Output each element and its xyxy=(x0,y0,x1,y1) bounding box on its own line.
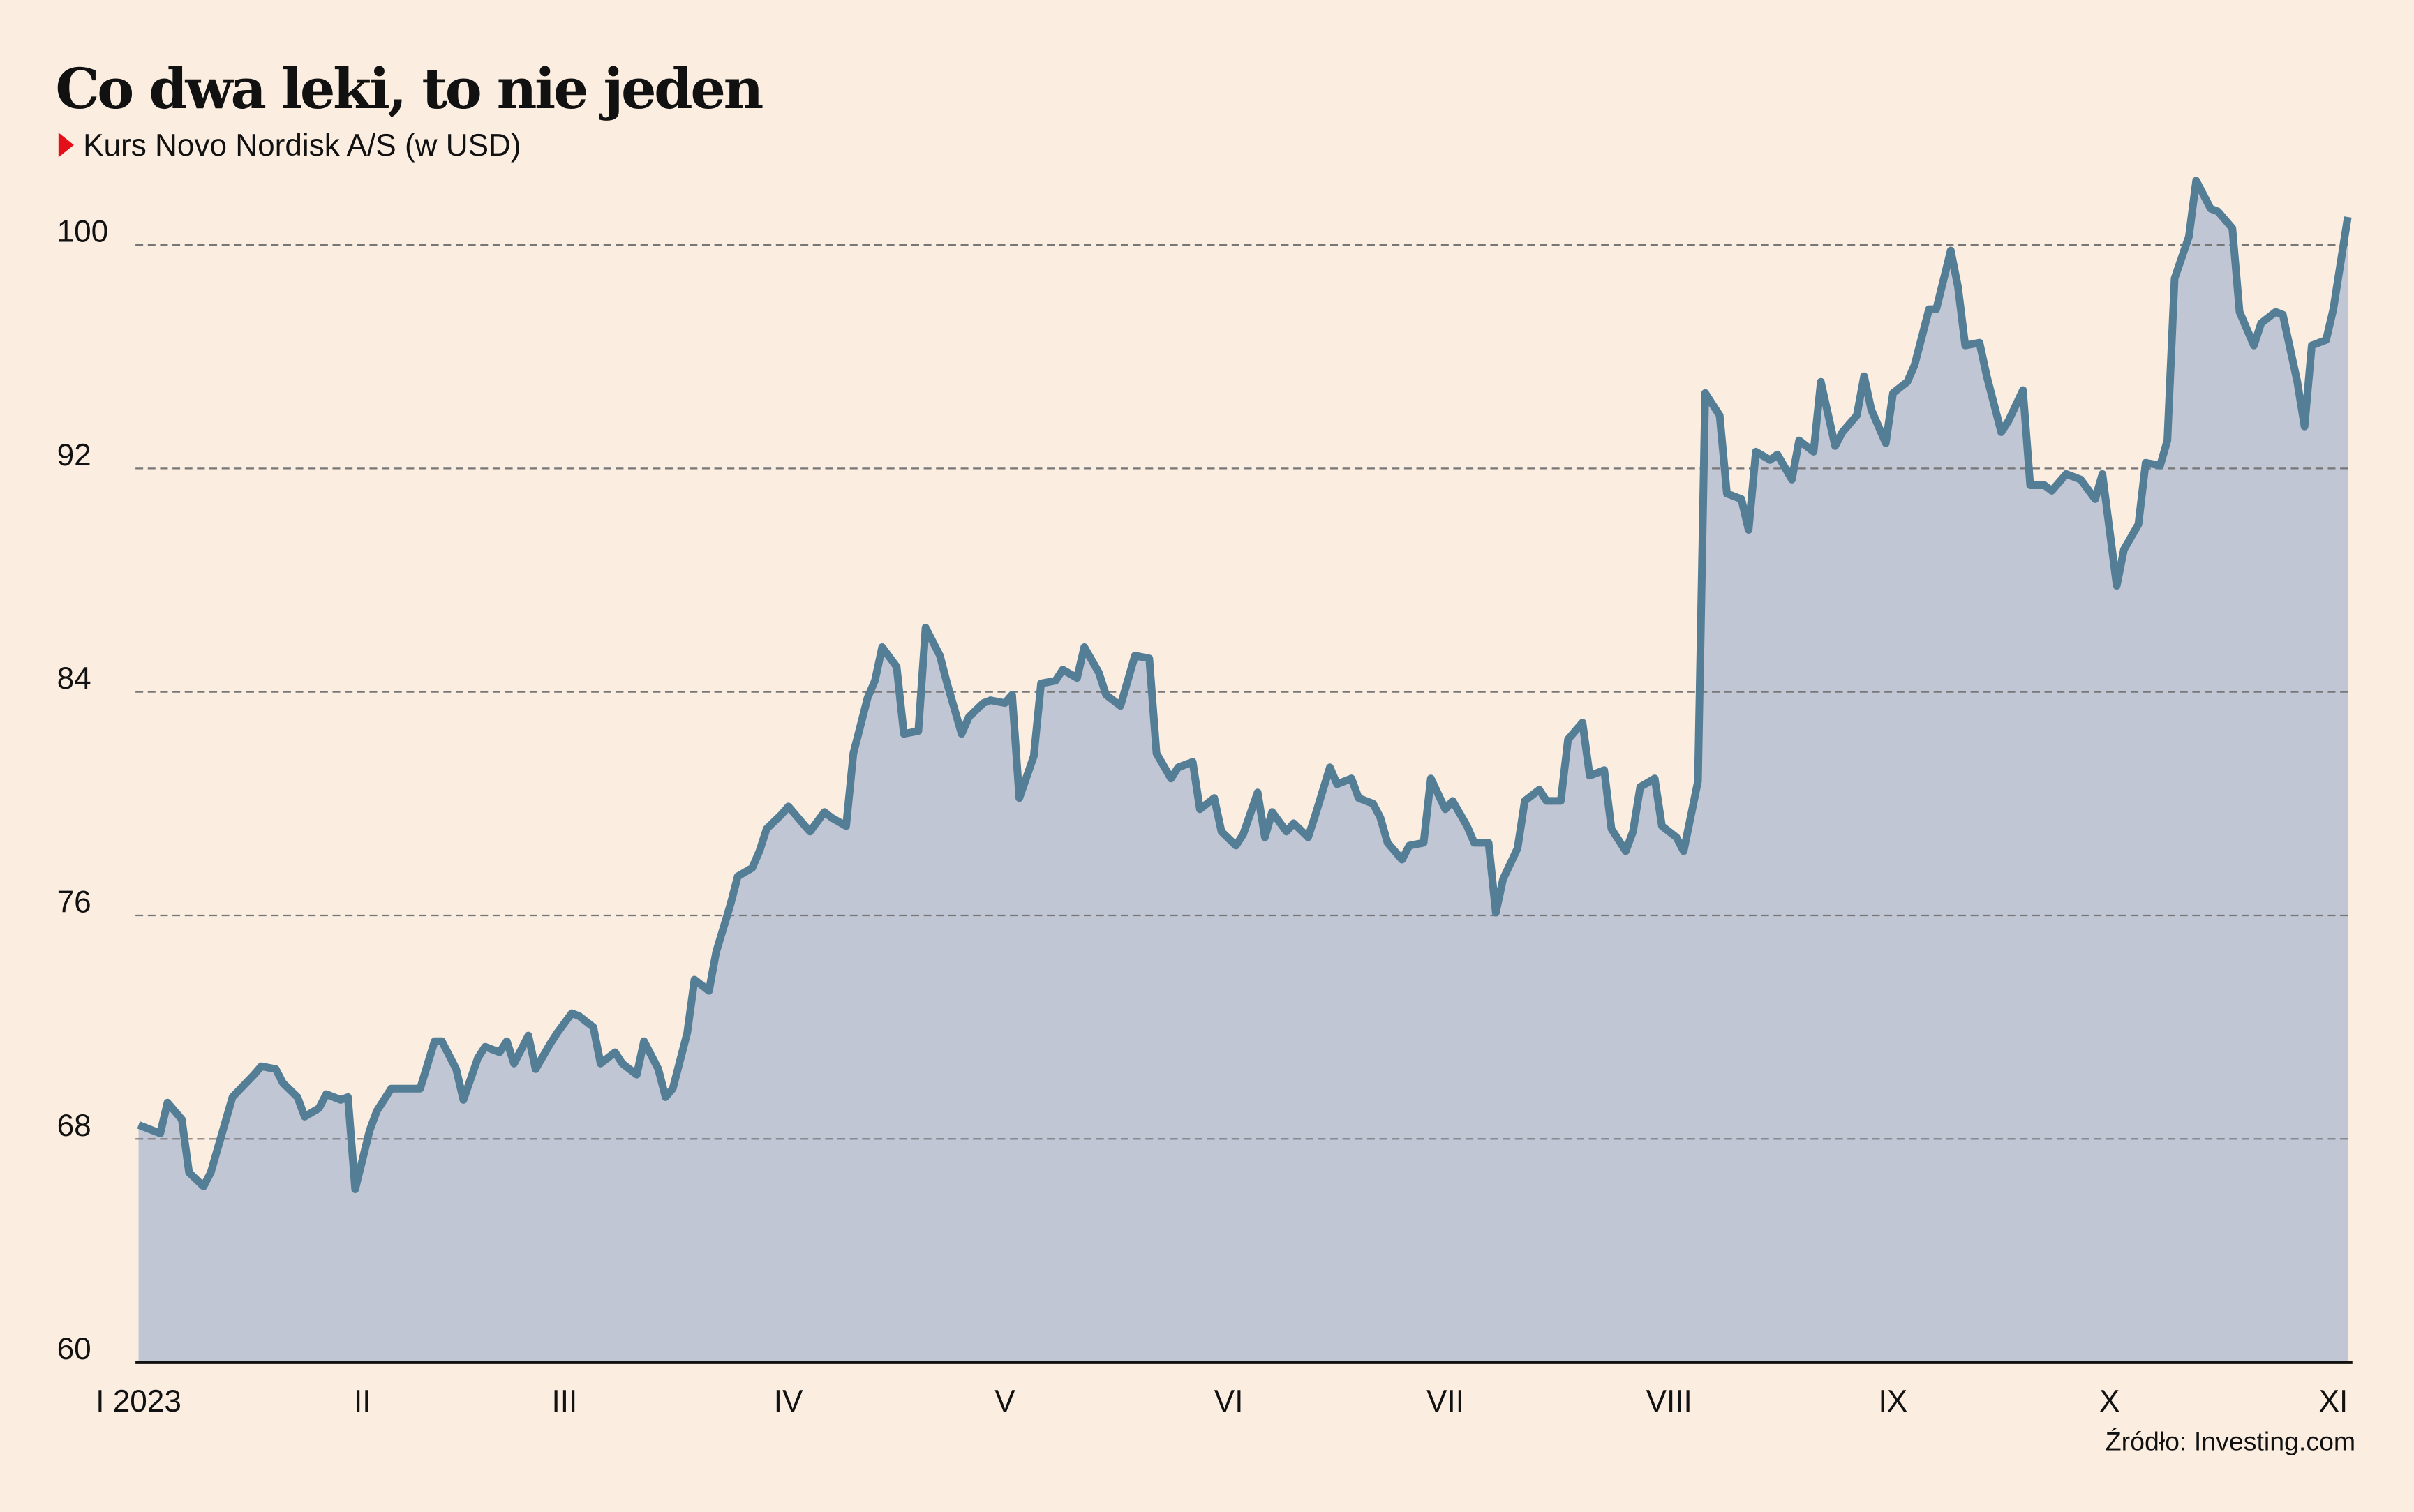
x-tick-label: I 2023 xyxy=(96,1384,181,1419)
x-tick-label: IX xyxy=(1879,1384,1908,1419)
x-tick-label: X xyxy=(2099,1384,2119,1419)
subtitle: Kurs Novo Nordisk A/S (w USD) xyxy=(83,128,521,163)
x-tick-label: XI xyxy=(2319,1384,2348,1419)
y-tick-label: 92 xyxy=(57,438,91,472)
chart-title: Co dwa leki, to nie jeden xyxy=(55,56,762,121)
y-tick-label: 68 xyxy=(57,1109,91,1143)
x-tick-label: V xyxy=(994,1384,1015,1419)
x-tick-label: IV xyxy=(774,1384,803,1419)
y-tick-label: 84 xyxy=(57,661,91,696)
source: Źródło: Investing.com xyxy=(2106,1426,2355,1455)
line xyxy=(137,177,2352,1194)
y-tick-label: 100 xyxy=(57,215,109,249)
y-tick-label: 60 xyxy=(57,1332,91,1366)
x-tick-label: II xyxy=(354,1384,371,1419)
x-tick-label: VI xyxy=(1214,1384,1244,1419)
subtitle-marker xyxy=(58,133,74,158)
y-tick-label: 76 xyxy=(57,885,91,920)
x-tick-label: III xyxy=(552,1384,578,1419)
x-tick-label: VII xyxy=(1426,1384,1464,1419)
x-tick-label: VIII xyxy=(1646,1384,1692,1419)
